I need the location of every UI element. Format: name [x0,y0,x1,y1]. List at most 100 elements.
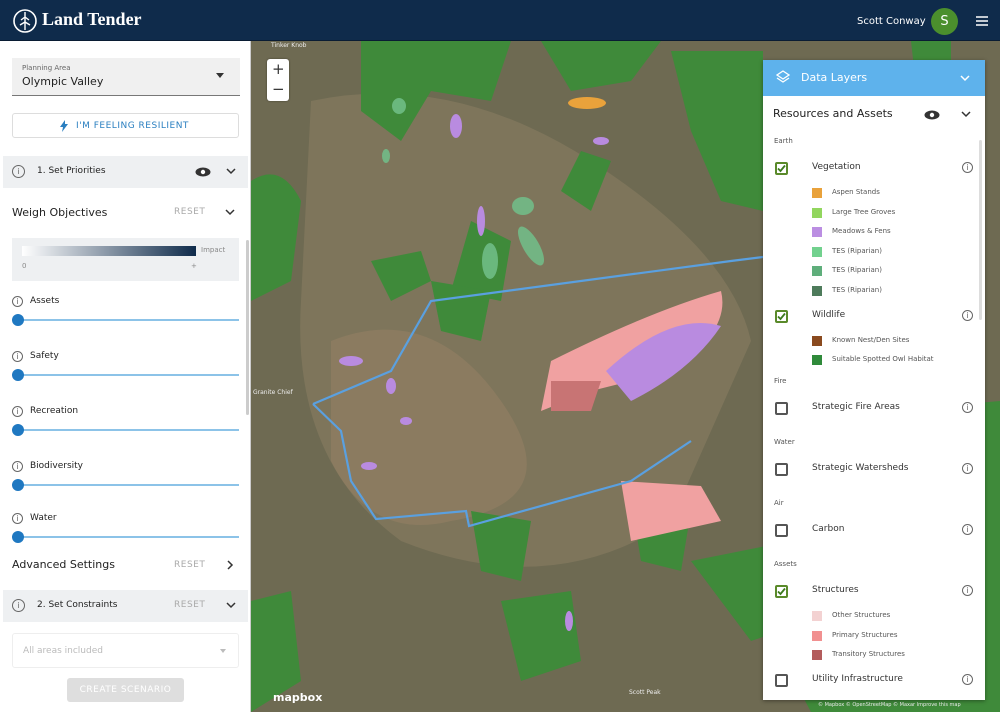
select-value: Olympic Valley [22,75,104,88]
mapbox-logo[interactable]: mapbox [273,691,323,704]
slider-thumb[interactable] [12,531,24,543]
step-title: 2. Set Constraints [37,600,118,610]
sidebar: Planning Area Olympic Valley I'M FEELING… [0,41,251,712]
zoom-in[interactable]: + [272,60,285,78]
panel-header[interactable]: Data Layers [763,60,985,96]
section-title: Advanced Settings [12,558,115,571]
info-icon[interactable]: i [962,524,973,535]
reset-button[interactable]: RESET [174,560,206,570]
legend-label: Large Tree Groves [832,207,896,216]
app-header: Land Tender Scott Conway S [0,0,1000,41]
slider-track[interactable] [18,536,239,538]
place-label: Scott Peak [629,689,661,696]
slider-track[interactable] [18,374,239,376]
section-title: Resources and Assets [773,107,893,120]
slider-track[interactable] [18,429,239,431]
legend-swatch [812,207,822,218]
zoom-out[interactable]: − [272,80,285,98]
info-icon: i [12,296,23,307]
chevron[interactable] [226,602,236,609]
reset-button[interactable]: RESET [174,207,206,217]
chevron[interactable] [961,111,971,118]
info-icon[interactable]: i [962,402,973,413]
checkbox[interactable] [775,309,788,323]
info-icon[interactable]: i [12,165,25,178]
checkbox[interactable] [775,585,788,598]
slider-track[interactable] [18,319,239,321]
scrollbar[interactable] [246,240,249,415]
legend-swatch [812,227,822,237]
slider-thumb[interactable] [12,369,24,381]
gradient [22,246,196,256]
checkbox[interactable] [775,162,788,175]
chevron[interactable] [227,560,234,570]
chevron[interactable] [225,209,235,216]
impact-legend: Impact 0 + [12,238,239,281]
legend-label: TES (Riparian) [832,266,882,274]
legend-label: Suitable Spotted Owl Habitat [832,355,934,363]
legend-label: Primary Structures [832,630,898,639]
legend-label: Other Structures [832,611,891,619]
avatar[interactable]: S [931,8,958,35]
logo-icon [13,9,37,33]
layer-name: Strategic Fire Areas [812,402,900,412]
place-label: Tinker Knob [271,42,307,49]
objective-label: Recreation [30,406,79,416]
info-icon: i [12,461,23,472]
slider-track[interactable] [18,484,239,486]
slider-thumb[interactable] [12,479,24,491]
layer-name: Wildlife [812,309,846,320]
legend-swatch [812,355,822,365]
group-label: Water [774,438,795,446]
caret [216,73,224,78]
chevron[interactable] [226,168,236,175]
legend-min: 0 [22,262,27,270]
eye-icon[interactable] [924,110,940,120]
constraints-select[interactable]: All areas included [12,633,239,668]
checkbox[interactable] [775,402,788,415]
panel-title: Data Layers [801,71,868,84]
place-label: Granite Chief [253,389,293,396]
info-icon[interactable]: i [962,463,973,474]
zoom-controls: + − [267,59,289,101]
resilient-button[interactable]: I'M FEELING RESILIENT [12,113,239,138]
info-icon: i [12,406,23,417]
checkbox[interactable] [775,524,788,537]
legend-swatch [812,188,822,198]
section-title: Weigh Objectives [12,206,108,219]
planning-area-select[interactable]: Planning Area Olympic Valley [12,58,240,96]
step2-bar[interactable]: i 2. Set Constraints RESET [3,590,248,622]
attribution[interactable]: © Mapbox © OpenStreetMap © Maxar Improve… [818,702,961,708]
chevron[interactable] [960,75,970,82]
layer-name: Carbon [812,524,845,534]
group-label: Assets [774,560,797,568]
info-icon[interactable]: i [962,585,973,596]
eye-icon[interactable] [195,167,211,177]
create-scenario-button[interactable]: CREATE SCENARIO [67,678,184,702]
step1-bar[interactable]: i 1. Set Priorities [3,156,248,188]
legend-label: Known Nest/Den Sites [832,335,910,344]
data-layers-panel: Data Layers Resources and Assets Earth Ve… [763,60,985,700]
user-name[interactable]: Scott Conway [857,16,926,27]
reset-button[interactable]: RESET [174,600,206,610]
slider-thumb[interactable] [12,424,24,436]
legend-swatch [812,266,822,276]
objective-label: Biodiversity [30,461,84,471]
slider-thumb[interactable] [12,314,24,326]
info-icon[interactable]: i [962,674,973,685]
legend-swatch [812,630,822,641]
info-icon[interactable]: i [962,162,973,173]
legend-label: Transitory Structures [832,650,905,658]
group-label: Earth [774,137,793,145]
info-icon[interactable]: i [12,599,25,612]
group-label: Air [774,499,784,507]
checkbox[interactable] [775,463,788,476]
legend-label: Aspen Stands [832,188,880,196]
scrollbar[interactable] [979,140,982,320]
checkbox[interactable] [775,674,788,687]
check [777,164,786,173]
menu-icon[interactable] [975,15,989,27]
info-icon[interactable]: i [962,309,973,321]
legend-swatch [812,650,822,660]
